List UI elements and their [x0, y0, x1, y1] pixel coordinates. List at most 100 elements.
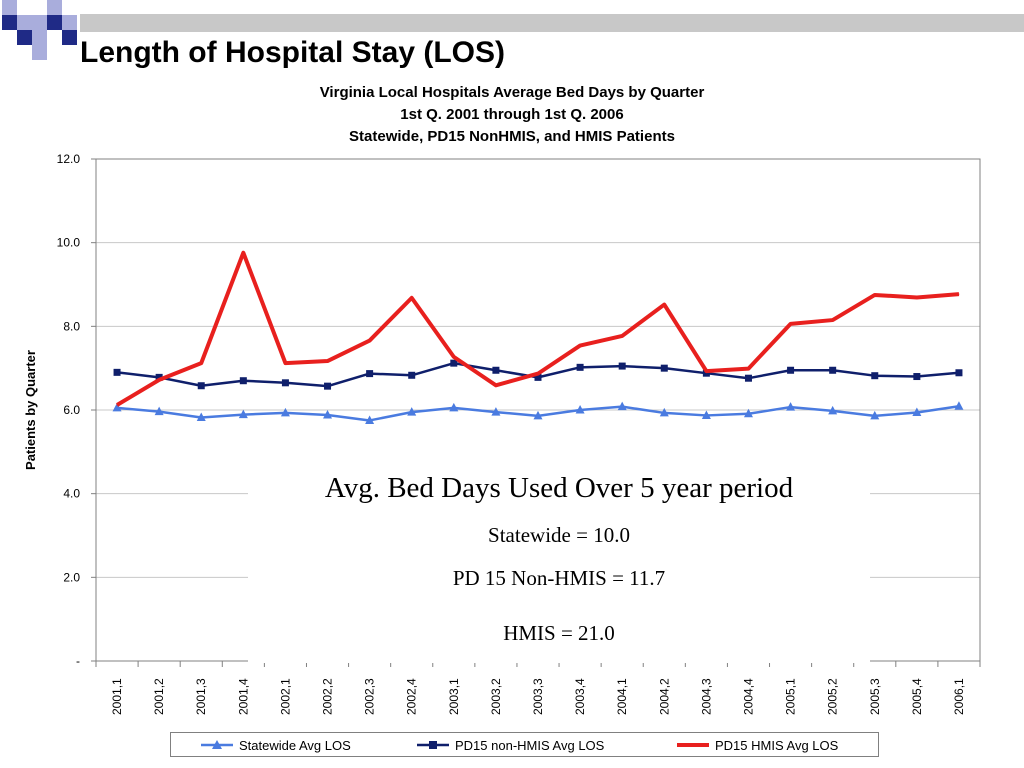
chart-legend: Statewide Avg LOS PD15 non-HMIS Avg LOS …: [170, 732, 879, 757]
data-point: [281, 379, 289, 387]
y-axis-label: Patients by Quarter: [23, 350, 38, 470]
data-point: [786, 402, 796, 411]
y-tick-label: 12.0: [57, 152, 81, 166]
data-point: [495, 384, 497, 386]
data-point: [116, 404, 118, 406]
x-tick-label: 2005,3: [868, 678, 882, 715]
data-point: [449, 402, 459, 412]
data-point: [621, 335, 623, 337]
data-point: [618, 362, 626, 370]
x-tick-label: 2001,1: [110, 678, 124, 715]
deco-square: [17, 0, 32, 15]
legend-label-nonhmis: PD15 non-HMIS Avg LOS: [455, 737, 605, 753]
data-point: [453, 356, 455, 358]
header-bar: [80, 14, 1024, 32]
data-point: [874, 294, 876, 296]
data-point: [954, 401, 964, 410]
x-tick-label: 2003,3: [531, 678, 545, 715]
data-point: [663, 304, 665, 306]
data-point: [829, 366, 837, 374]
data-point: [324, 382, 332, 390]
data-point: [196, 412, 206, 422]
data-point: [701, 410, 711, 419]
y-tick-label: 6.0: [63, 403, 80, 417]
data-point: [197, 382, 205, 390]
data-point: [450, 359, 458, 367]
data-point: [369, 340, 371, 342]
legend-entry-nonhmis: PD15 non-HMIS Avg LOS: [417, 737, 604, 753]
data-point: [913, 373, 921, 381]
data-point: [617, 401, 627, 411]
y-tick-label: 8.0: [63, 319, 80, 333]
x-tick-label: 2001,4: [236, 678, 250, 715]
x-tick-label: 2003,1: [447, 678, 461, 715]
data-point: [158, 379, 160, 381]
data-point: [323, 410, 333, 419]
data-point: [744, 374, 752, 382]
data-point: [828, 405, 838, 415]
data-point: [916, 296, 918, 298]
deco-square: [17, 30, 32, 45]
x-tick-label: 2004,2: [657, 678, 671, 715]
data-point: [790, 323, 792, 325]
x-tick-label: 2002,4: [405, 678, 419, 715]
annotation-nonhmis: PD 15 Non-HMIS = 11.7: [452, 566, 666, 590]
bed-days-annotation: Avg. Bed Days Used Over 5 year period St…: [248, 468, 870, 663]
deco-square: [62, 15, 77, 30]
x-tick-label: 2001,2: [152, 678, 166, 715]
x-tick-label: 2003,2: [489, 678, 503, 715]
deco-square: [47, 15, 62, 30]
legend-label-statewide: Statewide Avg LOS: [239, 737, 351, 753]
y-tick-label: 10.0: [57, 236, 81, 250]
deco-square: [2, 15, 17, 30]
data-point: [537, 373, 539, 375]
data-point: [366, 370, 374, 378]
data-point: [832, 319, 834, 321]
annotation-heading: Avg. Bed Days Used Over 5 year period: [324, 472, 794, 504]
legend-marker-line: [677, 743, 709, 747]
data-point: [912, 407, 922, 417]
x-tick-label: 2002,1: [278, 678, 292, 715]
deco-square: [62, 30, 77, 45]
x-tick-label: 2005,4: [910, 678, 924, 715]
y-tick-label: 4.0: [63, 487, 80, 501]
data-point: [955, 369, 963, 377]
x-tick-label: 2002,3: [363, 678, 377, 715]
series-1: [112, 401, 964, 424]
x-tick-label: 2004,4: [741, 678, 755, 715]
annotation-statewide: Statewide = 10.0: [488, 523, 630, 547]
series-2: [113, 359, 963, 390]
data-point: [154, 406, 164, 416]
data-point: [242, 252, 244, 254]
deco-square: [2, 0, 17, 15]
data-point: [533, 410, 543, 420]
data-point: [575, 405, 585, 414]
data-point: [491, 407, 501, 416]
series-lines: [112, 250, 964, 424]
deco-square: [17, 15, 32, 30]
chart-title-line-3: Statewide, PD15 NonHMIS, and HMIS Patien…: [349, 128, 675, 145]
annotation-hmis: HMIS = 21.0: [503, 621, 615, 645]
data-point: [155, 373, 163, 381]
deco-square: [47, 0, 62, 15]
data-point: [280, 407, 290, 417]
data-point: [113, 368, 121, 376]
x-tick-label: 2001,3: [194, 678, 208, 715]
legend-marker-square: [417, 741, 449, 749]
x-tick-label: 2004,1: [615, 678, 629, 715]
data-point: [411, 297, 413, 299]
x-tick-label: 2005,1: [784, 678, 798, 715]
data-point: [239, 377, 247, 385]
data-point: [408, 371, 416, 379]
chart-title-line-2: 1st Q. 2001 through 1st Q. 2006: [400, 106, 624, 123]
header-accent: [880, 32, 1024, 44]
x-tick-label: 2003,4: [573, 678, 587, 715]
y-tick-label: 2.0: [63, 570, 80, 584]
deco-square: [32, 45, 47, 60]
data-point: [871, 372, 879, 380]
x-tick-label: 2006,1: [952, 678, 966, 715]
chart-title-line-1: Virginia Local Hospitals Average Bed Day…: [319, 84, 705, 101]
deco-square: [47, 45, 62, 60]
data-point: [743, 408, 753, 418]
data-point: [365, 415, 375, 424]
